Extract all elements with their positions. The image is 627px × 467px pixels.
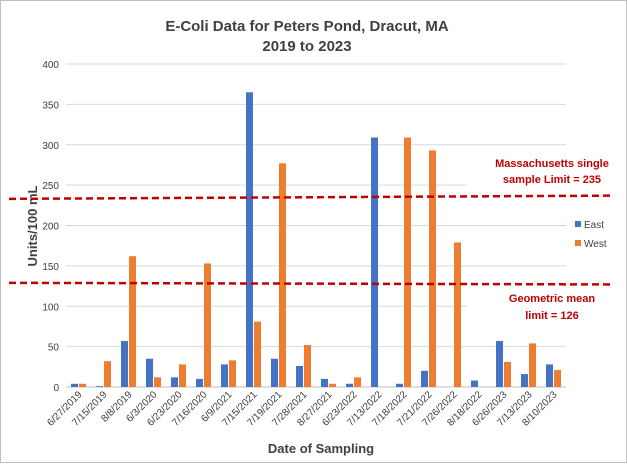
reference-label-background [467,154,627,188]
y-tick-label: 50 [48,343,60,354]
bar-east [96,386,103,387]
bar-east [321,378,328,387]
bar-west [504,361,511,387]
reference-lines: Massachusetts single sample Limit = 235 Ge… [8,154,627,323]
reference-line [8,281,614,286]
y-tick-label: 400 [42,60,59,71]
legend-label-east: East [584,220,604,231]
y-tick-label: 150 [42,262,59,273]
reference-label: Geometric mean [509,293,595,305]
chart-subtitle: 2019 to 2023 [262,38,351,55]
bar-east [421,370,428,387]
bar-west [354,377,361,387]
chart-title: E-Coli Data for Peters Pond, Dracut, MA [165,18,449,35]
y-tick-label: 250 [42,181,59,192]
legend-swatch-east [575,221,581,227]
bar-east [196,378,203,387]
bar-west [279,163,286,387]
bar-east [146,358,153,387]
bar-west [179,364,186,387]
x-axis-label: Date of Sampling [268,441,374,456]
bar-west [229,360,236,387]
bar-east [121,340,128,387]
legend-label-west: West [584,239,607,250]
bar-east [521,374,528,387]
bar-west [529,343,536,387]
bar-east [471,380,478,387]
y-tick-label: 200 [42,222,59,233]
y-tick-label: 0 [53,383,59,394]
bars [71,92,561,387]
bar-west [404,137,411,387]
bar-west [429,150,436,387]
bar-west [554,370,561,387]
bar-west [104,361,111,387]
y-tick-label: 350 [42,100,59,111]
reference-label-background [467,289,627,323]
bar-east [346,383,353,387]
bar-east [171,377,178,387]
y-tick-label: 100 [42,302,59,313]
reference-label: limit = 126 [525,310,579,322]
bar-west [454,242,461,387]
bar-east [371,137,378,387]
legend-swatch-west [575,240,581,246]
bar-east [271,358,278,387]
bar-west [79,383,86,387]
y-axis-label: Units/100 mL [25,185,40,266]
bar-east [546,364,553,387]
bar-east [496,340,503,387]
reference-label: Massachusetts single [495,158,609,170]
bar-east [221,364,228,387]
y-tick-labels: 0 50 100 150 200 250 300 350 400 [42,60,59,394]
bar-east [71,383,78,387]
bar-west [254,321,261,387]
bar-west [129,256,136,387]
bar-west [304,345,311,387]
y-tick-label: 300 [42,141,59,152]
bar-west [204,263,211,387]
reference-label: sample Limit = 235 [503,174,601,186]
bar-east [296,366,303,387]
reference-line [8,194,614,201]
x-tick-labels: 6/27/20197/15/20198/8/20196/3/20206/23/2… [45,389,560,429]
bar-east [246,92,253,387]
bar-east [396,383,403,387]
legend: East West [575,220,607,250]
gridlines [66,63,566,388]
bar-west [154,377,161,387]
bar-west [329,383,336,387]
